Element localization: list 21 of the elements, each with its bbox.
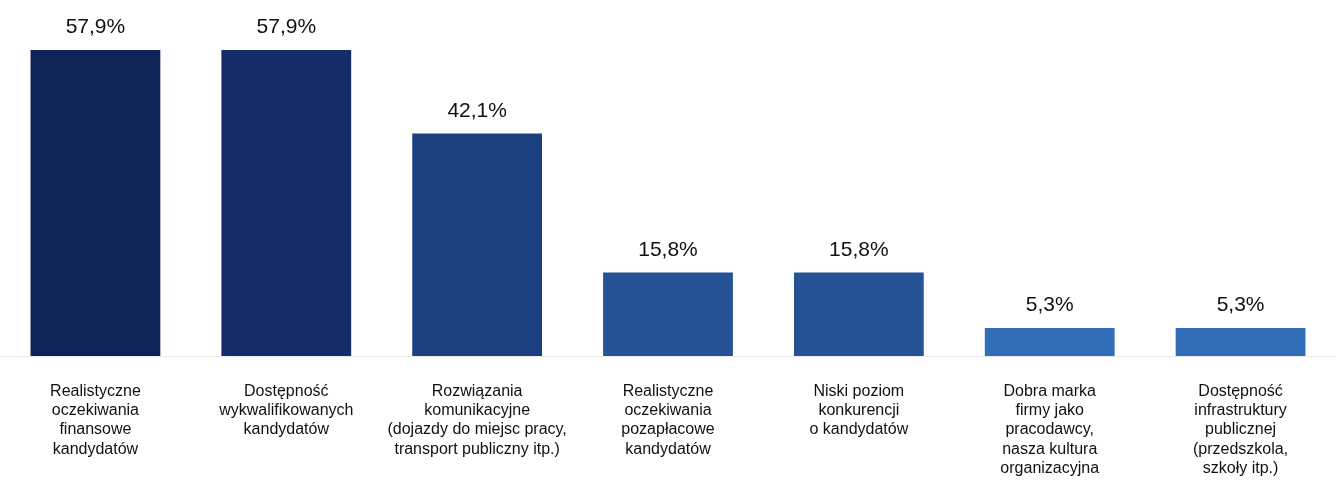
x-tick-label: Dostępność wykwalifikowanych kandydatów	[218, 382, 354, 438]
bar	[412, 133, 543, 356]
x-tick-label: Rozwiązania komunikacyjne (dojazdy do miejsc pracy, transport publiczny itp.)	[387, 382, 567, 457]
x-tick-label: Realistyczne oczekiwania finansowe kandydatów	[50, 382, 141, 457]
data-label: 15,8%	[638, 236, 698, 260]
data-label: 5,3%	[1025, 292, 1074, 316]
x-tick-label: Dobra marka firmy jako pracodawcy, nasza kultura organizacyjna	[1000, 382, 1100, 476]
data-label: 57,9%	[256, 14, 317, 38]
data-label: 5,3%	[1216, 292, 1265, 316]
x-tick-label: Dostępność infrastruktury publicznej (przedszkola, szkoły itp.)	[1192, 382, 1289, 476]
x-tick-label: Realistyczne oczekiwania pozapłacowe kandydatów	[621, 382, 715, 457]
bar	[221, 50, 352, 356]
data-label: 15,8%	[829, 236, 889, 260]
bar	[30, 50, 161, 356]
bar	[793, 272, 924, 356]
bar	[984, 327, 1115, 356]
bar	[603, 272, 733, 356]
data-label: 42,1%	[447, 97, 507, 121]
bar	[1175, 327, 1306, 356]
data-label: 57,9%	[65, 14, 126, 38]
x-tick-label: Niski poziom konkurencji o kandydatów	[809, 382, 909, 438]
